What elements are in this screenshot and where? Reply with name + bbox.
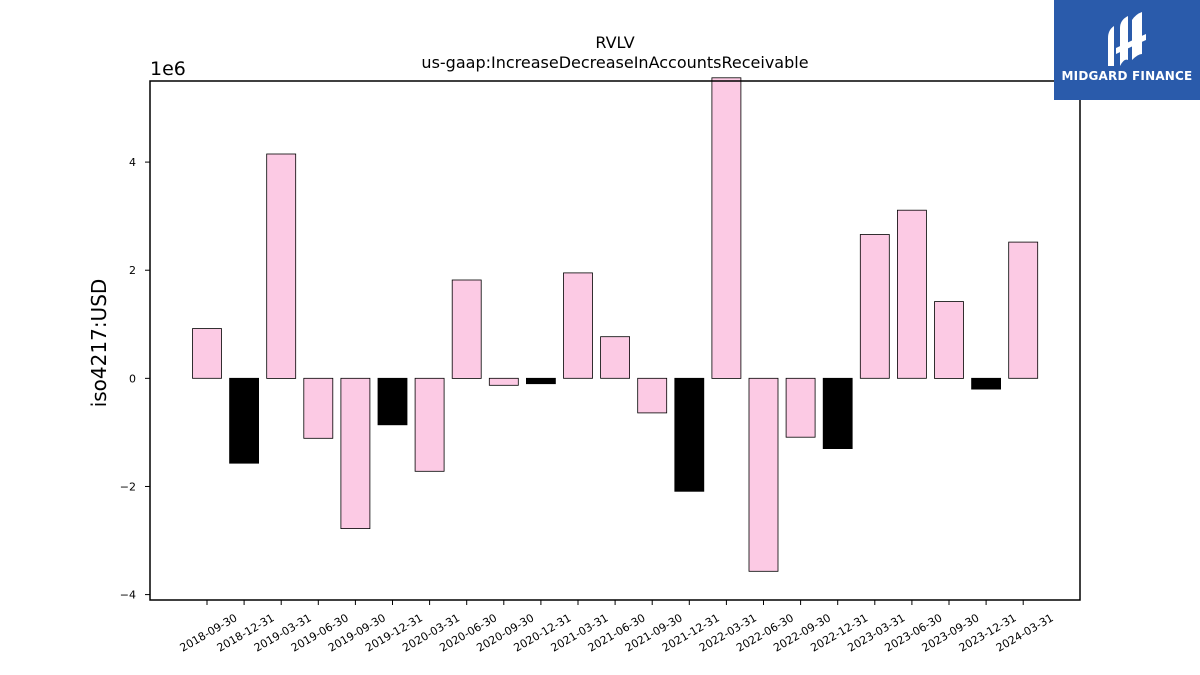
bars-group <box>192 77 1039 572</box>
bar-2019-03-31 <box>266 153 297 379</box>
bar-2024-03-31 <box>1008 241 1039 379</box>
bar-2021-06-30 <box>600 336 630 379</box>
bar-2023-12-31 <box>971 377 1001 390</box>
bar-2022-09-30 <box>785 377 816 438</box>
bar-2020-12-31 <box>526 377 556 385</box>
bar-2019-12-31 <box>377 377 408 426</box>
bar-2023-09-30 <box>934 301 964 379</box>
bar-2020-06-30 <box>451 279 482 379</box>
y-tick-label: −2 <box>120 480 136 493</box>
bar-2018-12-31 <box>229 377 260 464</box>
y-tick-label: 0 <box>129 372 136 385</box>
bar-2021-12-31 <box>674 377 705 492</box>
bar-2023-03-31 <box>859 234 890 379</box>
bar-2018-09-30 <box>192 328 222 379</box>
y-offset-label: 1e6 <box>150 58 186 80</box>
bar-2023-06-30 <box>897 209 927 379</box>
y-tick-label: 2 <box>129 264 136 277</box>
bar-2019-06-30 <box>303 377 334 439</box>
midgard-finance-logo: MIDGARD FINANCE <box>1054 0 1200 100</box>
bar-2022-12-31 <box>822 377 853 449</box>
logo-text: MIDGARD FINANCE <box>1061 69 1193 83</box>
y-ticks-group: −4 −2 0 2 4 <box>120 156 150 602</box>
y-tick-label: −4 <box>120 589 136 602</box>
bar-2021-09-30 <box>637 377 668 414</box>
bar-2021-03-31 <box>563 272 593 379</box>
y-axis-label: iso4217:USD <box>87 279 111 408</box>
plot-frame <box>149 80 1081 601</box>
bar-2022-03-31 <box>711 77 742 379</box>
chart-subtitle: us-gaap:IncreaseDecreaseInAccountsReceiv… <box>421 53 808 72</box>
logo-mark-icon <box>1108 12 1146 66</box>
bar-2020-03-31 <box>414 377 445 472</box>
bar-2019-09-30 <box>340 377 371 529</box>
x-ticks-group: 2018-09-302018-12-312019-03-312019-06-30… <box>178 600 1056 655</box>
chart-title: RVLV <box>595 33 634 52</box>
y-tick-label: 4 <box>129 156 136 169</box>
bar-2022-06-30 <box>748 377 779 572</box>
bar-2020-09-30 <box>488 377 519 386</box>
